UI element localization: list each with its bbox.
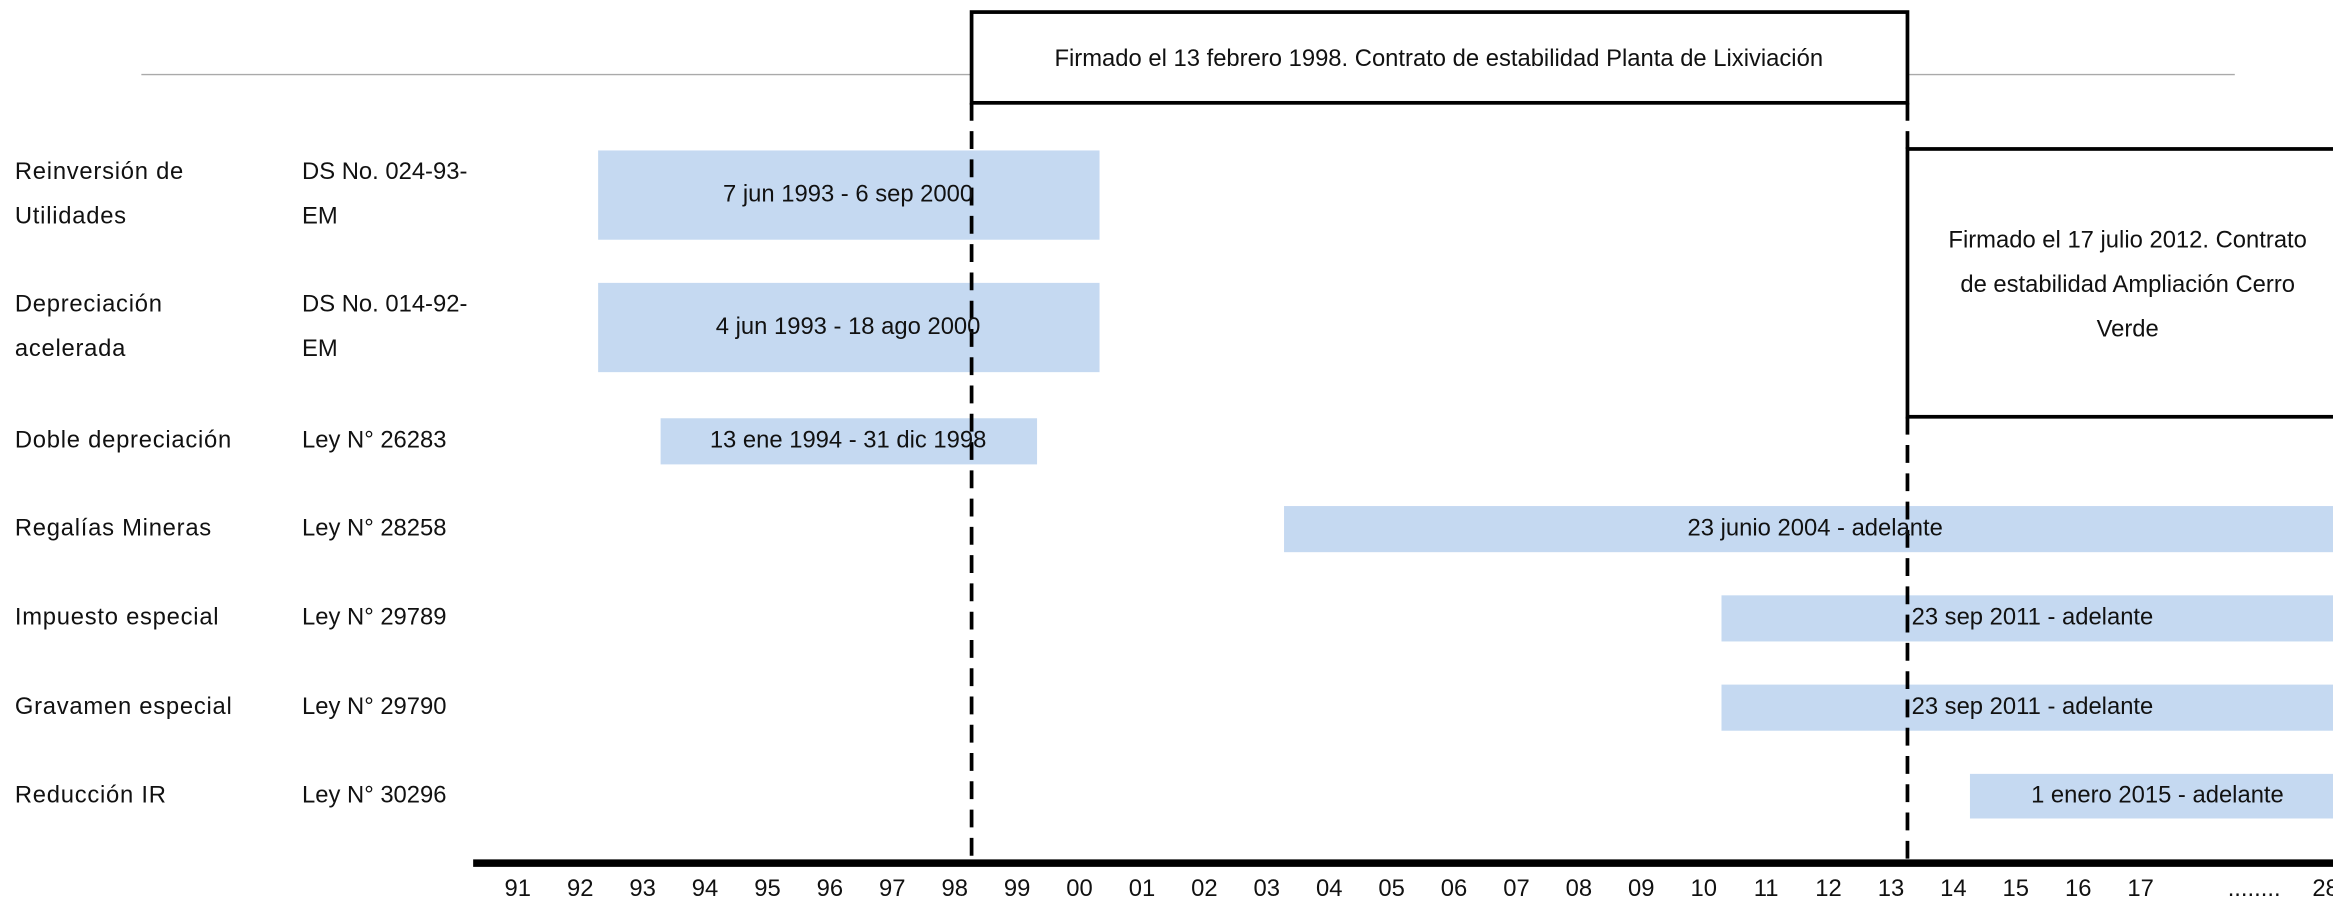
axis-label: 16 xyxy=(2065,875,2091,902)
axis-label: 13 xyxy=(1878,875,1904,902)
period-bar xyxy=(1721,684,2333,731)
period-bar xyxy=(1721,595,2333,642)
period-label: 23 junio 2004 - adelante xyxy=(1688,514,1943,541)
axis-label: 08 xyxy=(1566,875,1592,902)
contract-box-1998 xyxy=(969,10,1910,105)
period-bar xyxy=(598,150,1100,240)
row-label: Depreciación xyxy=(15,290,163,317)
axis-label: 00 xyxy=(1066,875,1092,902)
axis-label: 15 xyxy=(2003,875,2029,902)
period-label: 23 sep 2011 - adelante xyxy=(1912,604,2154,631)
contract-text-2012: de estabilidad Ampliación Cerro xyxy=(1960,271,2295,298)
row-law: EM xyxy=(302,335,338,362)
row-law: Ley N° 28258 xyxy=(302,514,446,541)
period-bar xyxy=(1969,773,2333,819)
row-label: Impuesto especial xyxy=(15,604,219,631)
row-law: Ley N° 30296 xyxy=(302,781,446,808)
period-bar xyxy=(660,418,1038,465)
row-law: DS No. 024-93- xyxy=(302,158,467,185)
axis-label: 07 xyxy=(1503,875,1529,902)
axis-label: ........ xyxy=(2228,875,2281,902)
axis-label: 98 xyxy=(941,875,967,902)
axis-label: 95 xyxy=(754,875,780,902)
axis-label: 17 xyxy=(2127,875,2153,902)
axis-label: 94 xyxy=(692,875,718,902)
period-bar xyxy=(1284,506,2333,553)
period-label: 4 jun 1993 - 18 ago 2000 xyxy=(716,313,981,340)
axis-label: 02 xyxy=(1191,875,1217,902)
axis-label: 09 xyxy=(1628,875,1654,902)
contract-text-2012: Verde xyxy=(2097,316,2159,343)
axis-label: 05 xyxy=(1378,875,1404,902)
axis-label: 97 xyxy=(879,875,905,902)
axis-label: 10 xyxy=(1690,875,1716,902)
row-label: Reducción IR xyxy=(15,781,167,808)
contract-text-2012: Firmado el 17 julio 2012. Contrato xyxy=(1948,226,2306,253)
axis-label: 99 xyxy=(1004,875,1030,902)
axis-label: 92 xyxy=(567,875,593,902)
period-label: 13 ene 1994 - 31 dic 1998 xyxy=(710,427,987,454)
axis-label: 14 xyxy=(1940,875,1966,902)
row-label: Regalías Mineras xyxy=(15,514,212,541)
row-law: DS No. 014-92- xyxy=(302,290,467,317)
axis-label: 11 xyxy=(1754,875,1779,902)
period-label: 1 enero 2015 - adelante xyxy=(2031,781,2284,808)
axis-label: 01 xyxy=(1129,875,1155,902)
axis-label: 06 xyxy=(1441,875,1467,902)
contract-box-2012 xyxy=(1905,147,2333,419)
axis-label: 12 xyxy=(1815,875,1841,902)
period-bar xyxy=(598,282,1100,373)
axis-label: 03 xyxy=(1254,875,1280,902)
axis-label: 93 xyxy=(629,875,655,902)
period-label: 7 jun 1993 - 6 sep 2000 xyxy=(723,180,973,207)
axis-label: 28 xyxy=(2312,875,2333,902)
row-law: Ley N° 29790 xyxy=(302,693,446,720)
row-label: Doble depreciación xyxy=(15,427,232,454)
contract-text-1998: Firmado el 13 febrero 1998. Contrato de … xyxy=(1054,45,1823,72)
row-label: acelerada xyxy=(15,335,126,362)
row-label: Reinversión de xyxy=(15,158,184,185)
row-law: EM xyxy=(302,203,338,230)
axis-label: 96 xyxy=(817,875,843,902)
row-law: Ley N° 29789 xyxy=(302,604,446,631)
bars xyxy=(598,150,2333,819)
axis-label: 04 xyxy=(1316,875,1342,902)
row-law: Ley N° 26283 xyxy=(302,427,446,454)
row-label: Gravamen especial xyxy=(15,693,233,720)
row-label: Utilidades xyxy=(15,203,127,230)
axis-label: 91 xyxy=(505,875,531,902)
period-label: 23 sep 2011 - adelante xyxy=(1912,693,2154,720)
